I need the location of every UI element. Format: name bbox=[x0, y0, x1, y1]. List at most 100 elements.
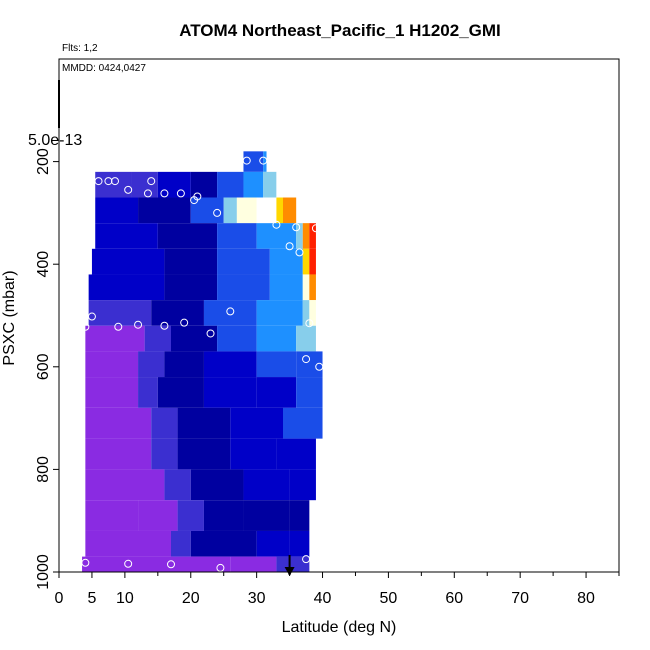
axes: 0 5 10 20 30 40 50 60 70 80 200 400 600 800 1000 bbox=[35, 58, 620, 607]
heatmap-cell bbox=[256, 223, 297, 249]
heatmap-cell bbox=[302, 300, 310, 326]
heatmap-cell bbox=[283, 407, 323, 439]
heatmap-cell bbox=[309, 223, 316, 249]
data-point bbox=[302, 355, 311, 364]
data-point bbox=[305, 319, 314, 328]
heatmap-cell bbox=[88, 300, 152, 326]
heatmap-cell bbox=[256, 377, 297, 408]
heatmap-cell bbox=[289, 556, 310, 572]
heatmap-cell bbox=[85, 377, 139, 408]
heatmap-cell bbox=[151, 407, 178, 439]
arrow-head bbox=[284, 567, 295, 576]
data-point bbox=[295, 248, 304, 257]
heatmap-cell bbox=[82, 556, 231, 572]
data-point bbox=[147, 177, 156, 186]
heatmap-cell bbox=[296, 377, 323, 408]
heatmap-cell bbox=[157, 377, 204, 408]
heatmap-cell bbox=[256, 325, 297, 352]
data-point bbox=[124, 559, 133, 568]
x-tick-label: 30 bbox=[248, 590, 266, 607]
heatmap-cell bbox=[177, 407, 231, 439]
heatmap-cell bbox=[85, 351, 139, 378]
data-point bbox=[259, 156, 268, 165]
heatmap-cell bbox=[164, 351, 204, 378]
heatmap-cell bbox=[203, 351, 257, 378]
heatmap-cell bbox=[85, 530, 171, 557]
heatmap-cell bbox=[283, 197, 297, 224]
data-point bbox=[311, 224, 320, 233]
heatmap-cell bbox=[171, 530, 191, 557]
heatmap-cell bbox=[223, 197, 237, 224]
heatmap-cell bbox=[203, 500, 244, 531]
data-point bbox=[94, 177, 103, 186]
data-point bbox=[292, 223, 301, 232]
x-tick-label: 50 bbox=[380, 590, 398, 607]
heatmap-cell bbox=[217, 274, 270, 301]
heatmap-cell bbox=[217, 325, 257, 352]
dates-label: MMDD: 0424,0427 bbox=[62, 63, 146, 74]
heatmap-cell bbox=[95, 223, 158, 249]
heatmap-cell bbox=[85, 407, 152, 439]
y-axis-label: PSXC (mbar) bbox=[1, 270, 18, 365]
data-point bbox=[143, 189, 152, 198]
heatmap-cell bbox=[263, 151, 267, 172]
x-tick-label: 80 bbox=[577, 590, 595, 607]
heatmap-cell bbox=[302, 223, 310, 249]
heatmap-cell bbox=[85, 325, 145, 352]
data-point bbox=[190, 196, 199, 205]
flights-label: Flts: 1,2 bbox=[62, 43, 98, 54]
heatmap-cells bbox=[82, 151, 323, 572]
y-tick-label: 200 bbox=[35, 148, 52, 175]
heatmap-cell bbox=[289, 469, 316, 501]
heatmap-cell bbox=[190, 197, 224, 224]
heatmap-cell bbox=[236, 197, 257, 224]
x-tick-label: 60 bbox=[445, 590, 463, 607]
data-point bbox=[259, 208, 268, 217]
heatmap-cell bbox=[157, 171, 191, 198]
heatmap-cell bbox=[309, 274, 316, 301]
heatmap-cell bbox=[138, 500, 178, 531]
chart-title: ATOM4 Northeast_Pacific_1 H1202_GMI bbox=[179, 21, 501, 40]
heatmap-cell bbox=[243, 500, 290, 531]
x-tick-label: 70 bbox=[511, 590, 529, 607]
data-point bbox=[167, 560, 175, 569]
heatmap-cell bbox=[276, 197, 283, 224]
data-point bbox=[114, 322, 123, 331]
x-tick-label: 0 bbox=[55, 590, 64, 607]
data-point bbox=[213, 208, 222, 217]
heatmap-cell bbox=[256, 530, 290, 557]
heatmap-cell bbox=[256, 197, 277, 224]
heatmap-cell bbox=[256, 300, 303, 326]
heatmap-cell bbox=[164, 469, 191, 501]
data-point bbox=[272, 220, 281, 229]
heatmap-cell bbox=[230, 438, 277, 470]
heatmap-cell bbox=[276, 171, 283, 198]
heatmap-cell bbox=[276, 438, 316, 470]
data-point bbox=[180, 318, 189, 327]
heatmap-cell bbox=[144, 325, 171, 352]
x-axis-label: Latitude (deg N) bbox=[282, 619, 397, 636]
heatmap-cell bbox=[85, 500, 139, 531]
data-point bbox=[216, 563, 225, 572]
heatmap-cell bbox=[203, 377, 257, 408]
heatmap-cell bbox=[157, 223, 218, 249]
heatmap-cell bbox=[177, 438, 231, 470]
data-point bbox=[226, 307, 235, 316]
y-tick-label: 800 bbox=[35, 456, 52, 483]
heatmap-cell bbox=[177, 500, 204, 531]
heatmap-cell bbox=[296, 351, 323, 378]
heatmap-cell bbox=[263, 171, 277, 198]
data-point bbox=[160, 321, 169, 330]
heatmap-cell bbox=[164, 248, 218, 275]
heatmap-cell bbox=[309, 248, 316, 275]
y-tick-label: 400 bbox=[35, 251, 52, 278]
data-point bbox=[315, 362, 324, 371]
data-point bbox=[81, 558, 90, 567]
heatmap-cell bbox=[256, 351, 297, 378]
heatmap-cell bbox=[296, 325, 316, 352]
heatmap-cell bbox=[217, 171, 244, 198]
heatmap-cell bbox=[269, 274, 303, 301]
heatmap-cell bbox=[85, 469, 165, 501]
data-point bbox=[111, 177, 119, 186]
